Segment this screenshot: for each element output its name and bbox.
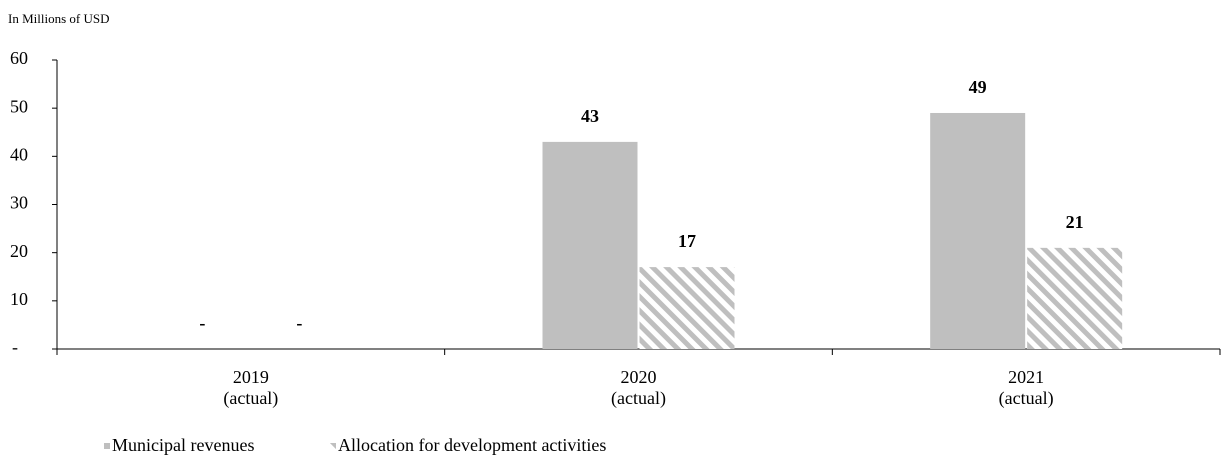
- y-tick-label: 40: [10, 144, 28, 164]
- y-tick-label: 60: [10, 48, 28, 68]
- bar: [930, 112, 1026, 349]
- y-tick-label: 10: [10, 289, 28, 309]
- y-tick-label: 20: [10, 241, 28, 261]
- x-tick-label: 2021 (actual): [998, 367, 1054, 408]
- value-label: -: [199, 313, 205, 333]
- value-label: -: [296, 313, 302, 333]
- x-tick-label: 2020 (actual): [611, 367, 666, 408]
- value-label: 43: [581, 106, 599, 126]
- y-tick-label: 50: [10, 96, 28, 116]
- bar: [542, 141, 638, 349]
- y-tick-label: -: [12, 337, 18, 357]
- bar: [639, 267, 735, 349]
- bar: [1027, 247, 1123, 349]
- value-label: 21: [1066, 212, 1084, 232]
- legend-swatch: [330, 443, 336, 449]
- legend-swatch: [104, 443, 110, 449]
- legend-label: Allocation for development activities: [338, 435, 606, 455]
- axis-label: In Millions of USD: [8, 11, 109, 26]
- y-tick-label: 30: [10, 193, 28, 213]
- value-label: 49: [969, 77, 987, 97]
- x-tick-label: 2019 (actual): [223, 367, 279, 408]
- value-label: 17: [678, 231, 696, 251]
- legend-label: Municipal revenues: [112, 435, 254, 455]
